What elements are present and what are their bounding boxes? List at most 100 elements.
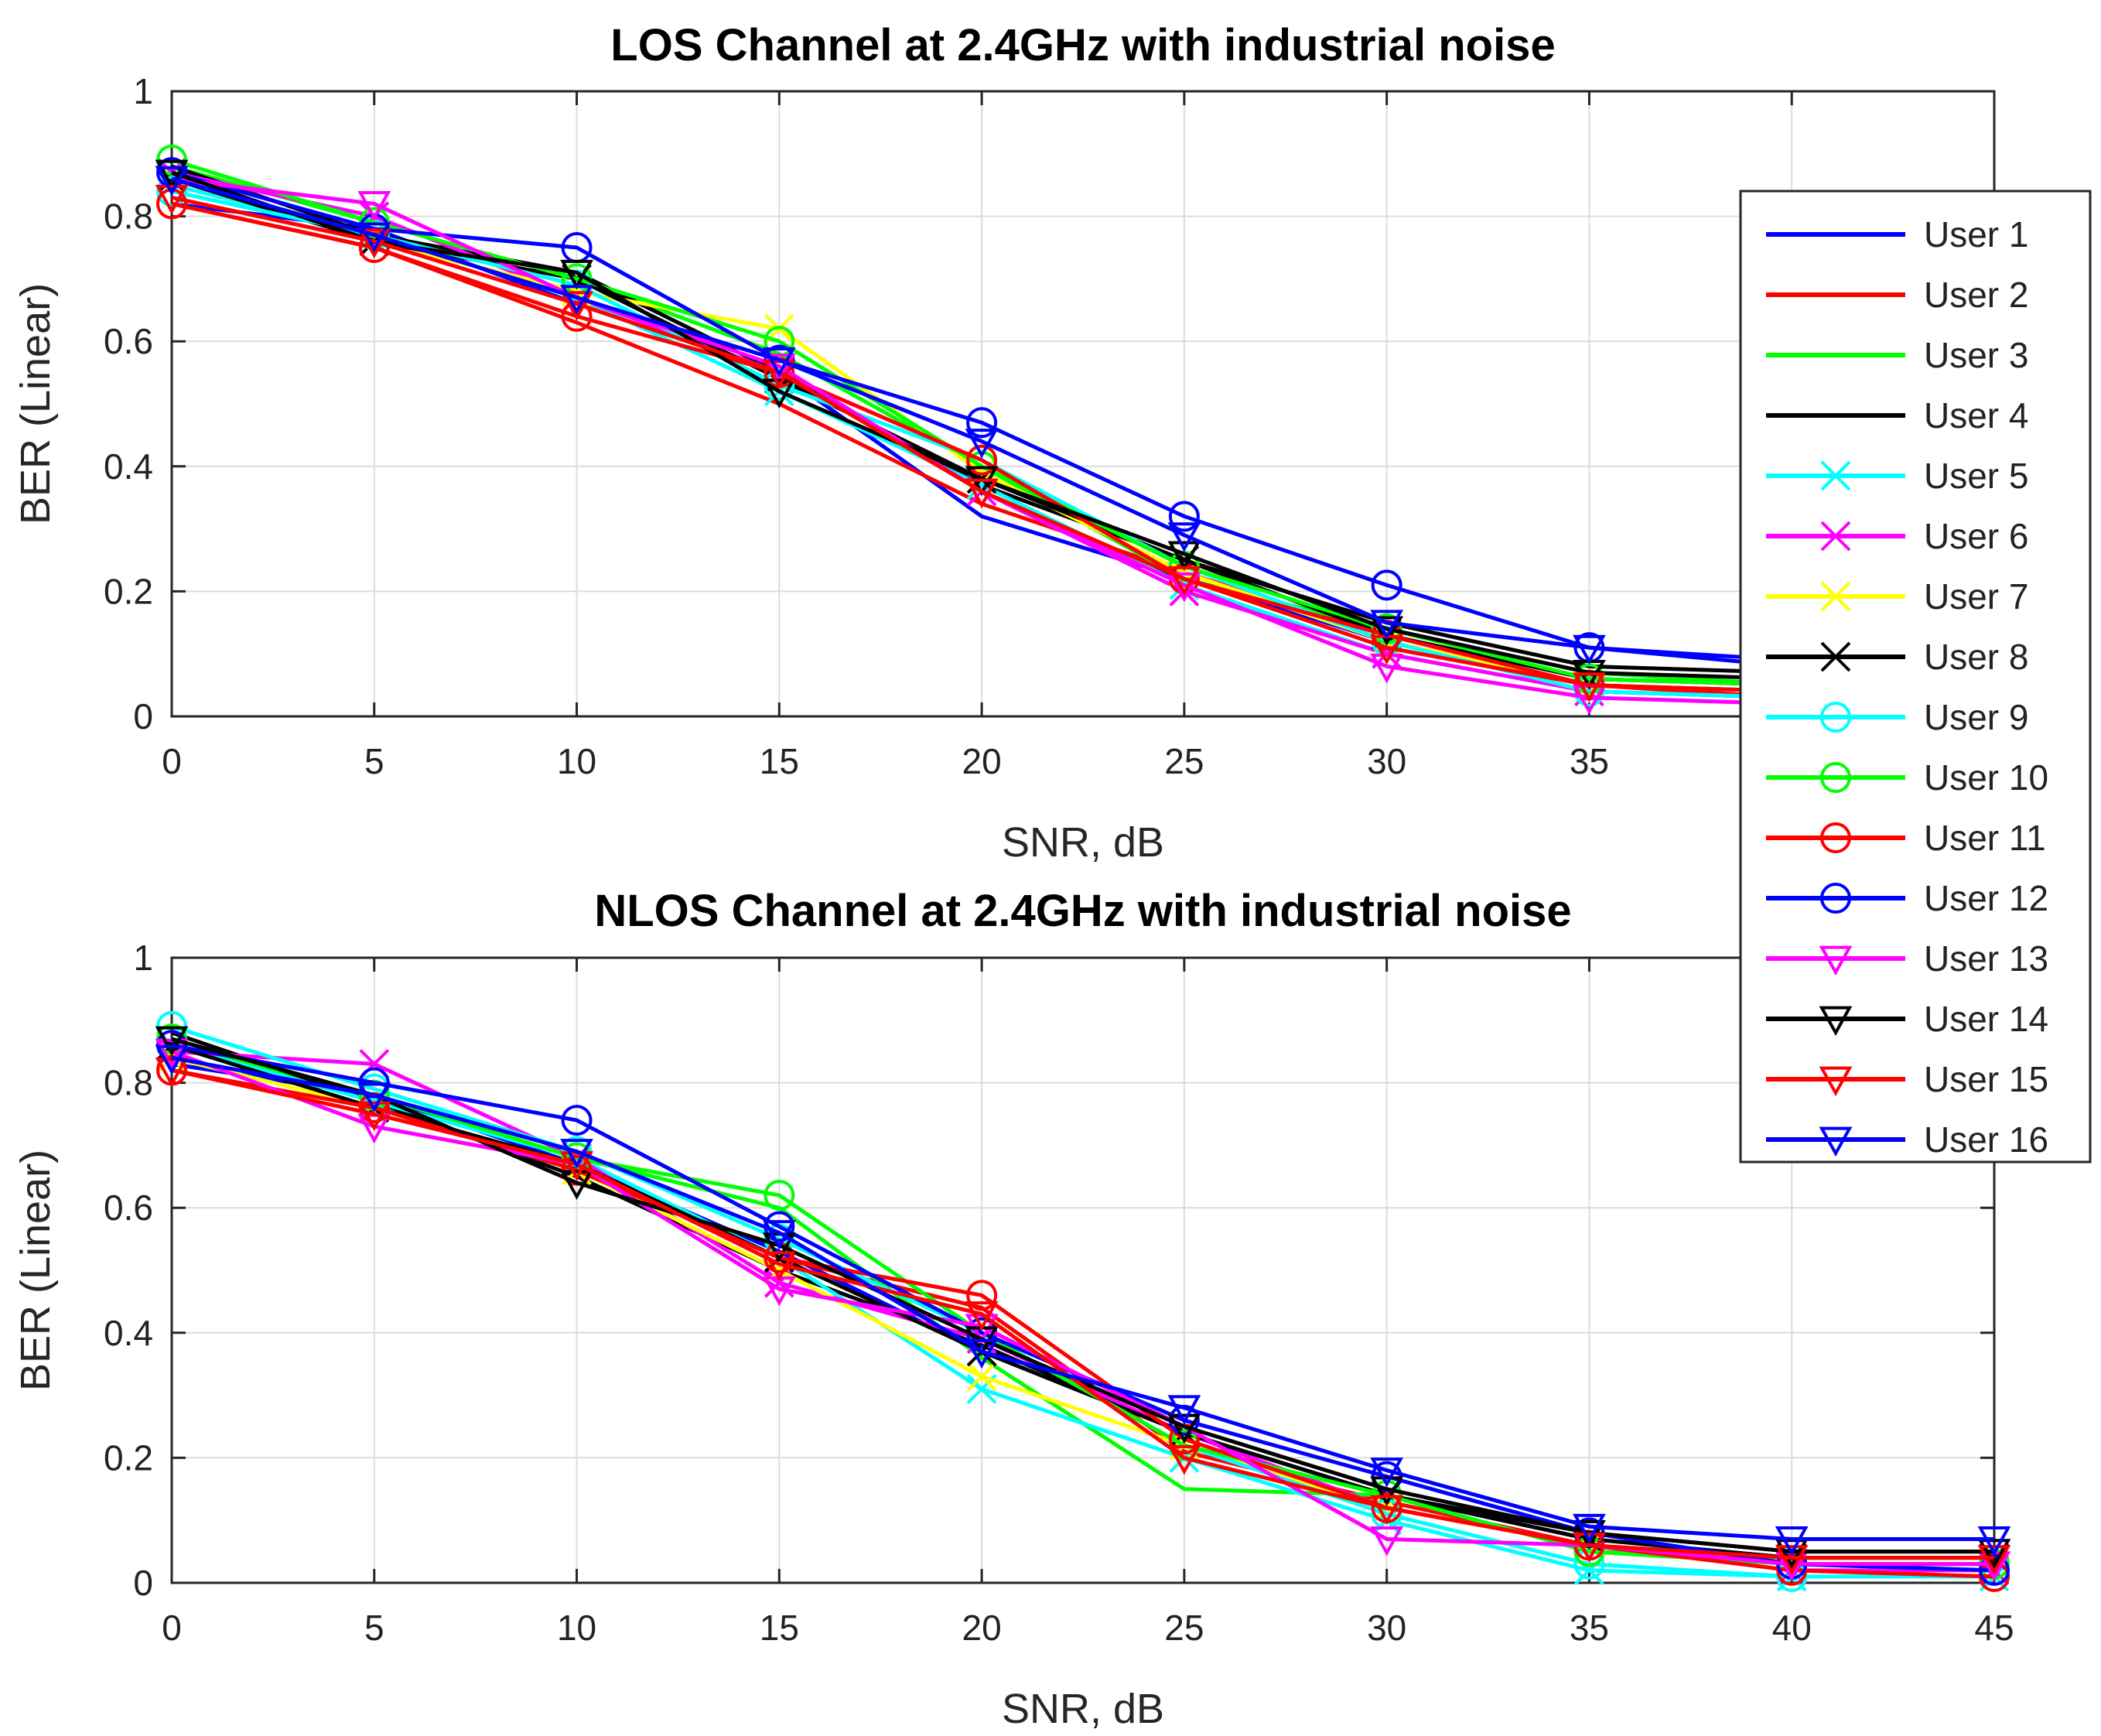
- legend-entry-user-10: User 10: [1766, 757, 2048, 798]
- legend-marker: [1820, 883, 1851, 914]
- y-tick-label: 0.6: [104, 321, 153, 361]
- x-tick-label: 15: [760, 741, 799, 781]
- legend-entry-user-1: User 1: [1766, 214, 2028, 255]
- data-point-user-16: [560, 285, 593, 315]
- legend-label: User 8: [1924, 637, 2028, 677]
- data-point-user-13: [357, 191, 391, 221]
- legend-entry-user-4: User 4: [1766, 395, 2028, 436]
- y-tick-label: 0.2: [104, 571, 153, 611]
- data-point-user-15: [1167, 1445, 1201, 1475]
- data-point-user-16: [965, 429, 999, 459]
- legend-entry-user-8: User 8: [1766, 637, 2028, 677]
- data-point-user-12: [561, 1105, 593, 1136]
- data-point-user-16: [762, 1220, 796, 1250]
- data-point-user-13: [1167, 572, 1201, 603]
- data-point-user-14: [1167, 1413, 1201, 1444]
- legend-entries: User 1 User 2 User 3 User 4 User 5 User 6 User…: [1766, 214, 2048, 1160]
- y-axis-label: BER (Linear): [12, 283, 59, 525]
- data-point-user-16: [560, 1139, 593, 1169]
- series-line-user-5: [171, 1043, 1994, 1579]
- legend-entry-user-9: User 9: [1766, 697, 2028, 737]
- data-point-user-15: [762, 1251, 796, 1282]
- legend-label: User 15: [1924, 1059, 2048, 1099]
- series-line-user-15: [171, 195, 1994, 694]
- x-tick-label: 20: [962, 1608, 1002, 1648]
- data-point-user-14: [1370, 1476, 1404, 1506]
- legend-entry-user-6: User 6: [1766, 516, 2028, 556]
- data-point-user-15: [1370, 1495, 1404, 1526]
- legend-label: User 3: [1924, 335, 2028, 375]
- legend-label: User 14: [1924, 999, 2048, 1039]
- x-tick-label: 35: [1570, 1608, 1609, 1648]
- legend-marker: [1820, 641, 1851, 672]
- series-line-user-13: [171, 176, 1994, 706]
- data-point-user-16: [1370, 610, 1404, 640]
- data-point-user-15: [1573, 1533, 1606, 1563]
- legend-label: User 5: [1924, 456, 2028, 496]
- series-user-16: [155, 1044, 2011, 1557]
- x-tick-label: 30: [1367, 741, 1406, 781]
- chart-title: LOS Channel at 2.4GHz with industrial no…: [610, 20, 1555, 70]
- series-line-user-12: [171, 170, 1994, 668]
- legend-label: User 6: [1924, 516, 2028, 556]
- y-tick-label: 0: [133, 1563, 153, 1603]
- data-point-user-15: [357, 1101, 391, 1132]
- data-point-user-16: [1977, 1526, 2011, 1557]
- legend-entry-user-16: User 16: [1766, 1119, 2048, 1160]
- data-point-user-16: [1573, 1513, 1606, 1544]
- legend-label: User 1: [1924, 214, 2028, 255]
- x-tick-label: 25: [1164, 741, 1204, 781]
- data-point-user-16: [357, 222, 391, 252]
- data-point-user-16: [1370, 1457, 1404, 1488]
- data-point-user-14: [1370, 616, 1404, 646]
- legend-label: User 10: [1924, 757, 2048, 798]
- data-point-user-16: [965, 1338, 999, 1369]
- x-axis-label: SNR, dB: [1002, 1686, 1164, 1732]
- legend-marker: [1820, 822, 1851, 853]
- legend-entry-user-5: User 5: [1766, 456, 2028, 496]
- data-point-user-16: [155, 1044, 189, 1075]
- data-point-user-15: [560, 291, 593, 321]
- x-tick-label: 10: [557, 741, 596, 781]
- x-tick-label: 0: [162, 1608, 182, 1648]
- data-point-user-12: [1371, 569, 1402, 601]
- x-tick-label: 5: [364, 741, 384, 781]
- x-tick-label: 20: [962, 741, 1002, 781]
- legend-entry-user-13: User 13: [1766, 938, 2048, 979]
- data-point-user-10: [764, 1180, 795, 1211]
- legend-entry-user-15: User 15: [1766, 1059, 2048, 1099]
- y-tick-label: 1: [133, 71, 153, 111]
- series-line-user-14: [171, 170, 1994, 682]
- data-point-user-14: [762, 378, 796, 408]
- legend-label: User 13: [1924, 938, 2048, 979]
- data-point-user-7: [966, 1361, 997, 1392]
- x-tick-label: 25: [1164, 1608, 1204, 1648]
- x-tick-label: 0: [162, 741, 182, 781]
- legend-label: User 7: [1924, 576, 2028, 617]
- data-point-user-15: [1977, 1545, 2011, 1575]
- data-point-user-14: [560, 1170, 593, 1200]
- series-user-15: [155, 1058, 2011, 1575]
- data-point-user-15: [357, 228, 391, 259]
- legend-label: User 9: [1924, 697, 2028, 737]
- y-tick-label: 0: [133, 696, 153, 736]
- x-tick-label: 35: [1570, 741, 1609, 781]
- legend-entry-user-12: User 12: [1766, 878, 2048, 918]
- y-tick-label: 0.4: [104, 446, 153, 487]
- x-axis-label: SNR, dB: [1002, 819, 1164, 866]
- data-point-user-14: [560, 259, 593, 290]
- data-point-user-11: [966, 1280, 998, 1311]
- data-point-user-14: [155, 1026, 189, 1057]
- y-axis-label: BER (Linear): [12, 1150, 59, 1391]
- y-tick-label: 0.2: [104, 1437, 153, 1478]
- legend-entry-user-14: User 14: [1766, 999, 2048, 1039]
- legend-marker: [1820, 762, 1851, 793]
- data-point-user-16: [357, 1082, 391, 1112]
- data-point-user-16: [1775, 1526, 1809, 1557]
- data-point-user-15: [1167, 566, 1201, 596]
- data-point-user-13: [762, 354, 796, 384]
- y-tick-label: 0.4: [104, 1313, 153, 1353]
- legend-label: User 4: [1924, 395, 2028, 436]
- y-tick-label: 0.8: [104, 1063, 153, 1103]
